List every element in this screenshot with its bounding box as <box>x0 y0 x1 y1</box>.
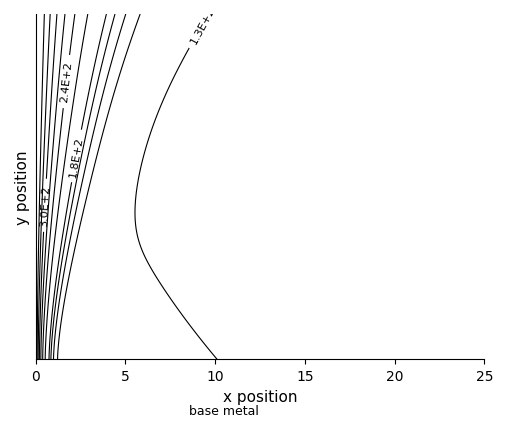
Text: 3.0E+2: 3.0E+2 <box>39 185 51 227</box>
Text: 1.8E+2: 1.8E+2 <box>68 135 85 178</box>
Text: 2.4E+2: 2.4E+2 <box>59 61 74 103</box>
Text: 1.3E+2: 1.3E+2 <box>188 5 217 46</box>
X-axis label: x position: x position <box>223 389 297 404</box>
Y-axis label: y position: y position <box>15 150 30 224</box>
Text: base metal: base metal <box>189 404 259 417</box>
